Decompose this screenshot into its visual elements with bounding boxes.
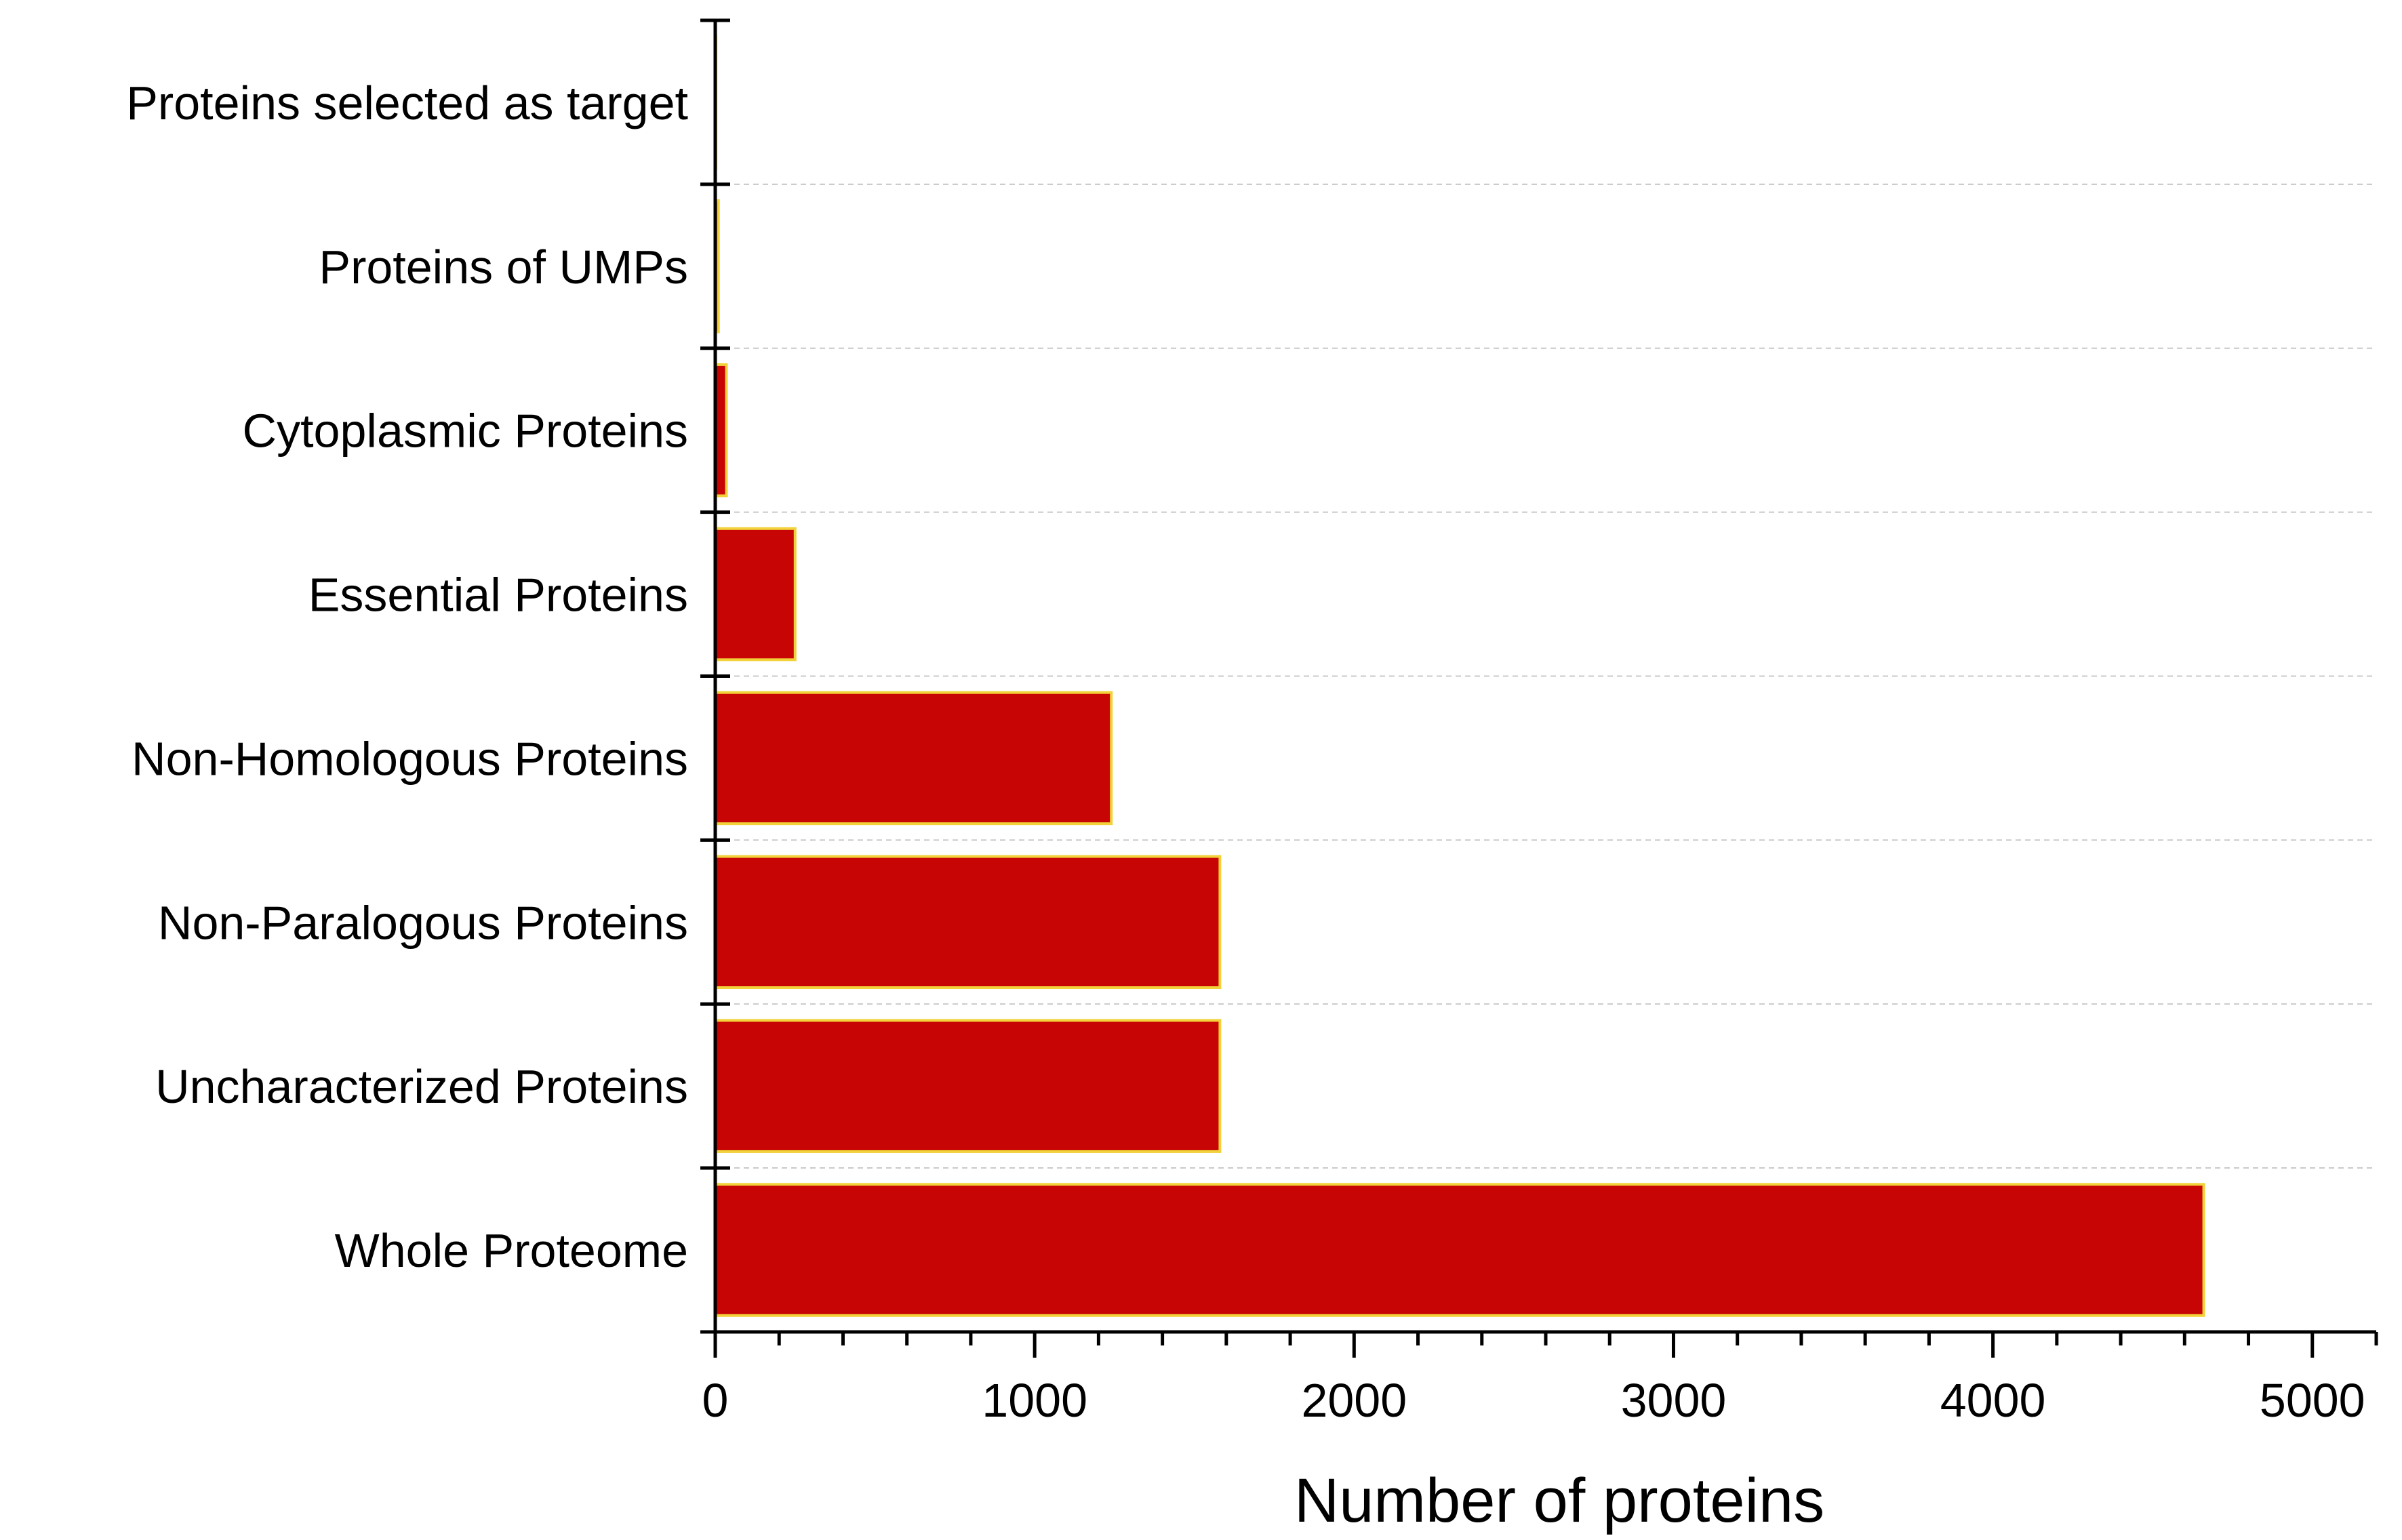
axis-layer <box>700 18 2378 1358</box>
bar <box>714 1183 2205 1317</box>
category-label: Cytoplasmic Proteins <box>243 405 688 458</box>
x-axis-title: Number of proteins <box>1294 1466 1824 1535</box>
bar <box>714 691 1113 826</box>
x-tick-label: 2000 <box>1301 1374 1407 1427</box>
category-label: Proteins of UMPs <box>319 241 688 293</box>
category-label: Uncharacterized Proteins <box>155 1060 688 1113</box>
x-tick-label: 3000 <box>1621 1374 1727 1427</box>
x-tick-label: 4000 <box>1940 1374 2046 1427</box>
bar <box>714 527 797 662</box>
x-tick-label: 1000 <box>982 1374 1087 1427</box>
bar <box>714 855 1222 990</box>
bar <box>714 1019 1222 1153</box>
x-tick-label: 0 <box>702 1374 729 1427</box>
x-tick-label: 5000 <box>2260 1374 2365 1427</box>
label-layer: Proteins selected as target Proteins of U… <box>126 77 2365 1427</box>
category-label: Whole Proteome <box>335 1224 688 1277</box>
category-label: Non-Homologous Proteins <box>132 732 688 785</box>
category-label: Essential Proteins <box>308 569 688 622</box>
grid-layer <box>715 183 2376 1169</box>
category-label: Proteins selected as target <box>126 77 688 129</box>
category-label: Non-Paralogous Proteins <box>158 896 688 949</box>
